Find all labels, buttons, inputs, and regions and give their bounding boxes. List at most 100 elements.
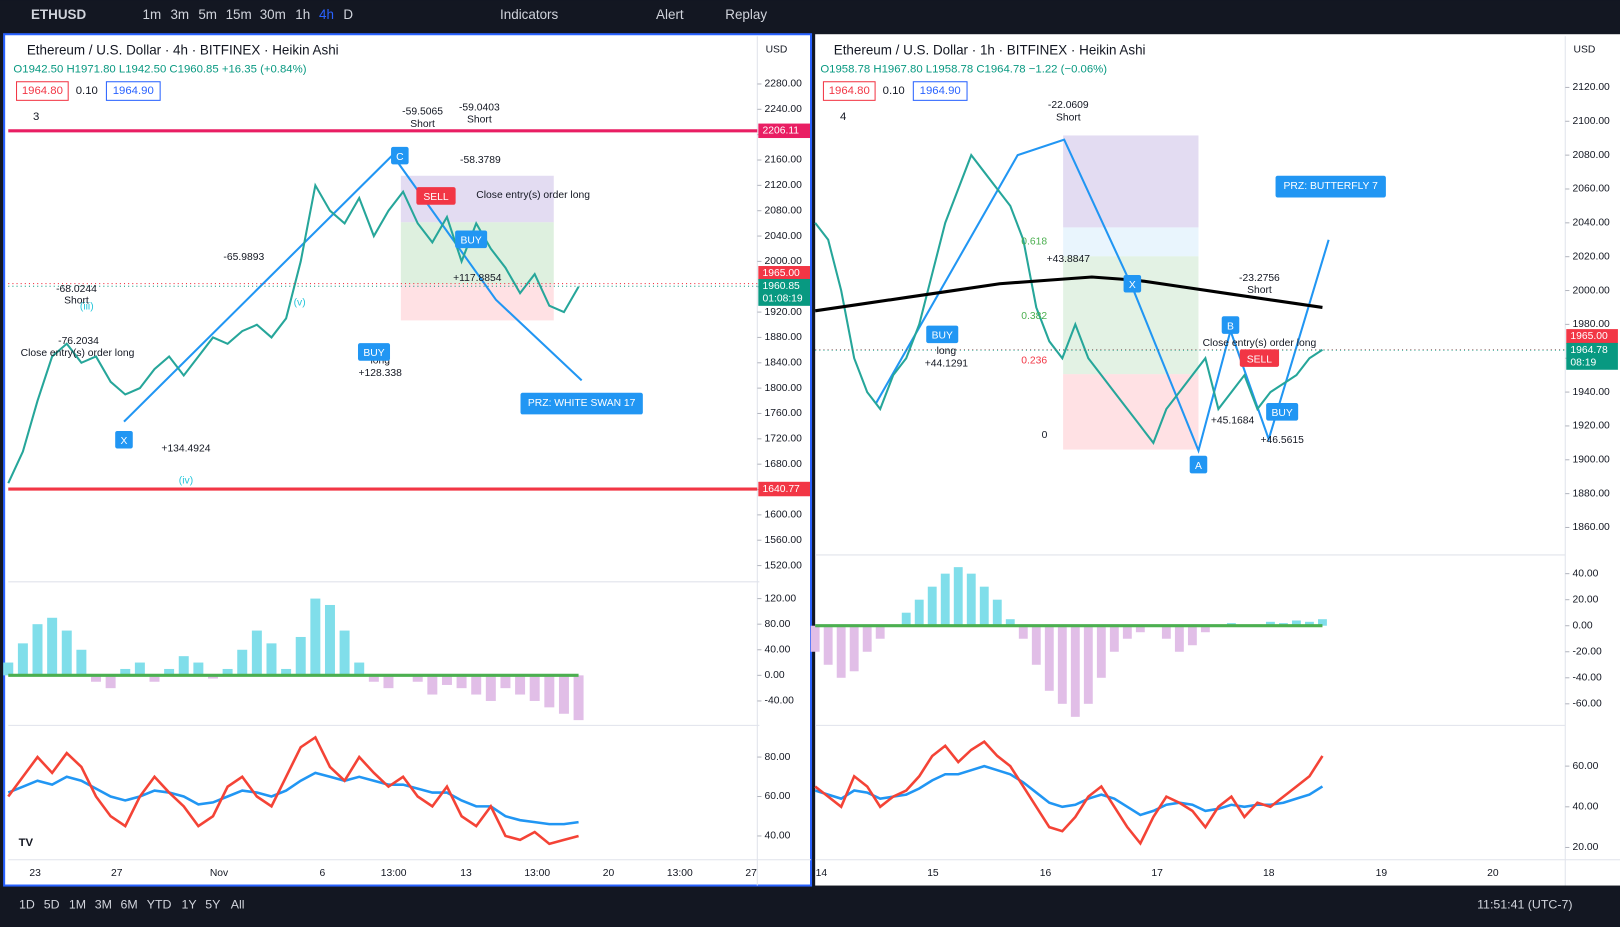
osc-bar [251,630,262,676]
layers-count[interactable]: 3 [33,111,39,123]
range-button[interactable]: 5Y [205,897,220,911]
layers-count[interactable]: 4 [840,111,846,123]
moving-average [814,275,1323,313]
price-line [814,153,1324,445]
range-button[interactable]: 5D [44,897,60,911]
annotation: 0 [1042,430,1048,441]
symbol[interactable]: ETHUSD [31,7,86,22]
osc-bar [927,586,937,626]
osc-bar [120,668,131,676]
osc-bar [91,675,101,682]
price-tag [1566,329,1618,344]
replay-button[interactable]: Replay [725,7,767,22]
label-text: SELL [1247,354,1273,365]
osc-bar [237,649,248,676]
interval-button[interactable]: 30m [260,7,286,22]
price-tag-label: 1965.00 [1570,331,1608,342]
chart-right[interactable] [815,34,1620,886]
label-text: PRZ: BUTTERFLY 7 [1284,181,1379,192]
interval-button[interactable]: 15m [226,7,252,22]
ask[interactable]: 1964.90 [920,85,961,97]
label-text: B [1227,321,1234,332]
label-box [391,146,409,165]
annotation: Short [64,296,89,307]
alert-button[interactable]: Alert [656,7,684,22]
time-label: 27 [745,868,757,879]
time-label: 13:00 [667,868,693,879]
bid[interactable]: 1964.80 [22,85,63,97]
annotation: 0.382 [1021,311,1047,322]
time-label: 20 [603,868,615,879]
osc-bar [1018,625,1028,639]
label-text: C [396,152,404,163]
label-text: BUY [932,331,953,342]
interval-button[interactable]: 5m [198,7,217,22]
range-button[interactable]: 6M [121,897,138,911]
osc-bar [17,643,28,676]
interval-button[interactable]: 1h [295,7,310,22]
osc-bar [1135,625,1145,633]
range-button[interactable]: 1D [19,897,35,911]
price-tick-label: 1760.00 [765,408,803,419]
price-tick-label: 2060.00 [1572,184,1610,195]
osc-bar [383,675,394,689]
indicators-button[interactable]: Indicators [500,7,558,22]
label-box [926,325,959,344]
annotation: 0.236 [1021,355,1047,366]
osc-bar [178,656,189,676]
price-tick-label: 2240.00 [765,104,803,115]
interval-button[interactable]: 1m [143,7,162,22]
range-button[interactable]: YTD [147,897,172,911]
osc-bar [1109,625,1119,652]
label-box [1266,403,1299,421]
price-tick-label: 2120.00 [1572,82,1610,93]
osc-bar [1318,619,1327,626]
price-tag [1566,342,1618,370]
interval-button[interactable]: 4h [319,7,334,22]
osc-bar [164,668,175,676]
osc-tick-label: -40.00 [1572,673,1602,684]
label-box [416,187,456,205]
osc-bar [823,625,833,665]
currency[interactable]: USD [766,44,788,55]
ask-box[interactable] [105,81,161,101]
osc-bar [1031,625,1041,665]
osc-bar [862,625,872,652]
ask[interactable]: 1964.90 [113,85,154,97]
bid[interactable]: 1964.80 [829,85,870,97]
osc-bar [222,668,233,676]
osc-bar [149,675,160,682]
annotation: (iii) [80,302,94,313]
range-button[interactable]: 3M [95,897,112,911]
pattern-line [875,138,1330,454]
price-tick-label: 1940.00 [1572,387,1610,398]
range-button[interactable]: All [231,897,245,911]
osc-bar [456,675,467,689]
osc-bar [914,599,924,626]
annotation: +117.8854 [453,273,502,284]
annotation: -76.2034 [58,336,99,347]
rsi-tick-label: 60.00 [765,791,791,802]
currency[interactable]: USD [1574,44,1596,55]
bid-box[interactable] [822,81,876,101]
label-box [1221,316,1240,334]
ask-box[interactable] [912,81,968,101]
range-button[interactable]: 1M [69,897,86,911]
osc-bar [339,630,350,676]
price-tick-label: 2000.00 [765,256,803,267]
interval-button[interactable]: D [343,7,353,22]
bid-box[interactable] [16,81,69,101]
osc-bar [992,599,1002,626]
rsi-fast [814,740,1324,846]
interval-button[interactable]: 3m [170,7,189,22]
price-tag-label: 1640.77 [762,484,800,495]
label-text: SELL [423,192,449,203]
osc-bar [208,675,218,679]
range-button[interactable]: 1Y [181,897,196,911]
osc-bar [1044,625,1054,691]
annotation: Short [1056,113,1081,124]
price-tick-label: 1920.00 [765,307,803,318]
osc-bar [836,625,846,678]
time-label: 6 [319,868,325,879]
price-tick-label: 1560.00 [765,535,803,546]
